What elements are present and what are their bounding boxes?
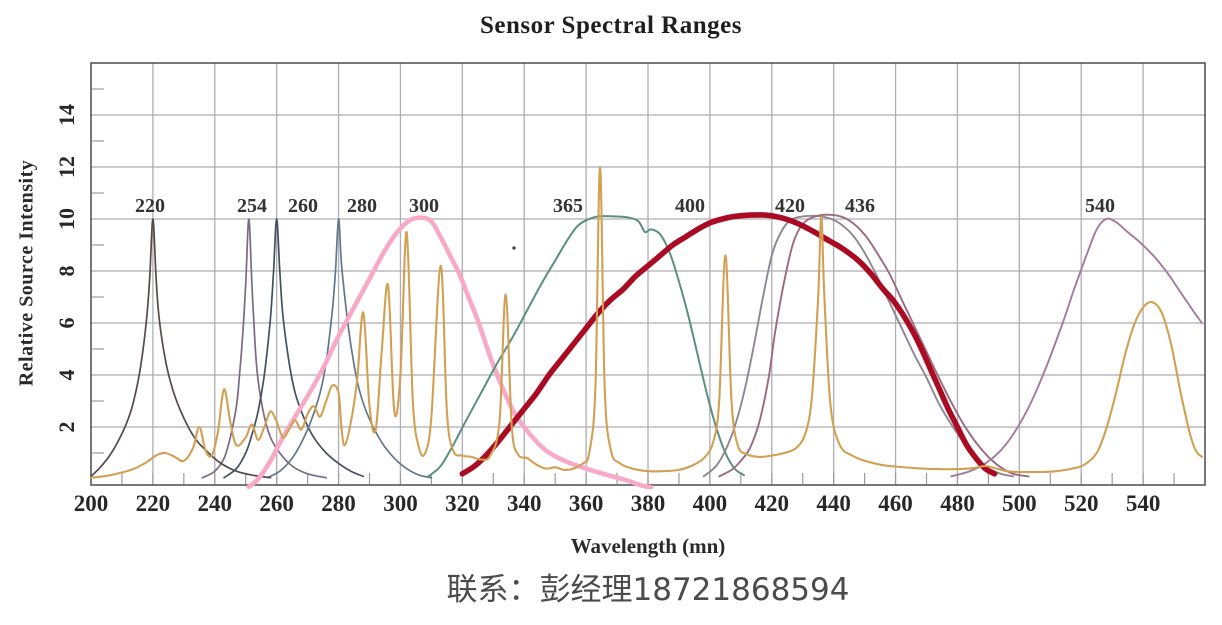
peak-label-365: 365 [553, 195, 583, 217]
y-axis-label: Relative Source Intensity [15, 159, 38, 387]
curve-sensor-254 [201, 218, 328, 479]
curve-sensor-436 [718, 213, 1030, 478]
y-tick-label: 14 [54, 104, 79, 126]
x-tick-label: 340 [507, 491, 542, 516]
y-tick-label: 4 [54, 370, 79, 381]
curve-sensor-365 [427, 215, 745, 478]
peak-label-400: 400 [675, 195, 705, 217]
x-tick-label: 200 [74, 491, 109, 516]
x-tick-label: 480 [940, 491, 975, 516]
contact-text: 联系：彭经理18721868594 [446, 572, 850, 608]
peak-label-420: 420 [775, 195, 805, 217]
curve-sensor-300 [246, 215, 654, 490]
x-tick-label: 400 [693, 491, 728, 516]
peak-label-220: 220 [135, 195, 165, 217]
x-tick-label: 260 [259, 491, 294, 516]
curve-sensor-420 [702, 214, 1015, 478]
curve-sensor-220 [90, 218, 272, 479]
peak-label-280: 280 [347, 195, 377, 217]
x-tick-label: 440 [816, 491, 851, 516]
peak-label-254: 254 [237, 195, 267, 217]
y-tick-label: 6 [54, 318, 79, 329]
peak-label-260: 260 [288, 195, 318, 217]
curve-sensor-540 [950, 217, 1203, 478]
y-tick-label: 8 [54, 266, 79, 277]
x-tick-label: 360 [569, 491, 604, 516]
curve-sensor-260 [223, 218, 365, 479]
y-tick-label: 2 [54, 422, 79, 433]
x-tick-label: 320 [445, 491, 480, 516]
peak-label-300: 300 [409, 195, 439, 217]
x-tick-label: 520 [1064, 491, 1099, 516]
x-tick-label: 420 [755, 491, 790, 516]
x-tick-label: 240 [198, 491, 233, 516]
curve-sensor-400 [459, 212, 998, 477]
y-tick-label: 10 [54, 208, 79, 230]
curve-source-lamp [89, 165, 1203, 479]
x-tick-label: 460 [878, 491, 913, 516]
x-tick-label: 500 [1002, 491, 1037, 516]
x-tick-label: 220 [136, 491, 171, 516]
x-tick-label: 280 [321, 491, 356, 516]
x-tick-label: 540 [1126, 491, 1161, 516]
curve-sensor-280 [266, 218, 433, 479]
x-axis-label: Wavelength (mn) [570, 534, 726, 558]
y-tick-label: 12 [54, 156, 79, 178]
x-tick-label: 300 [383, 491, 418, 516]
stray-dot [512, 246, 516, 250]
chart-title: Sensor Spectral Ranges [480, 12, 742, 39]
peak-label-540: 540 [1085, 195, 1115, 217]
x-tick-label: 380 [631, 491, 666, 516]
peak-label-436: 436 [845, 195, 875, 217]
